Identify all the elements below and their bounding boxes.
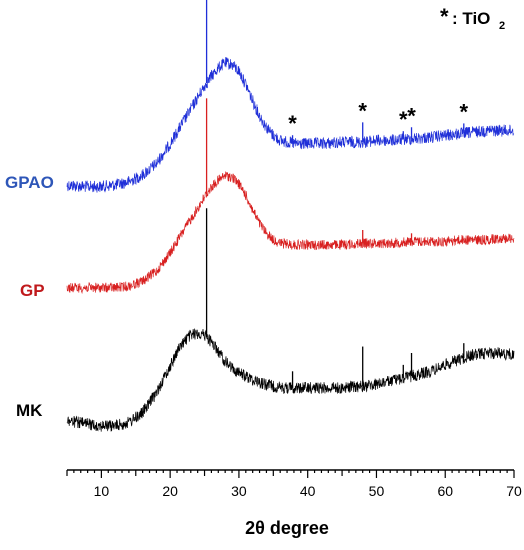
x-axis-title: 2θ degree (245, 518, 329, 538)
series-line-gp (66, 171, 515, 295)
legend-text: : TiO (452, 9, 490, 28)
peak-asterisk: * (358, 98, 367, 123)
peak-asterisk: * (407, 103, 416, 128)
x-axis: 10 20 30 40 50 60 70 (66, 469, 522, 499)
x-tick-label: 30 (231, 483, 247, 499)
legend-marker: * (440, 4, 449, 29)
peak-asterisk: * (460, 99, 469, 124)
series-label-gp: GP (20, 281, 45, 300)
x-tick-label: 40 (300, 483, 316, 499)
x-tick-label: 70 (506, 483, 522, 499)
peak-asterisk: * (288, 111, 297, 136)
x-tick-label: 60 (437, 483, 453, 499)
x-tick-label: 50 (369, 483, 385, 499)
series-line-mk (66, 328, 515, 432)
series-label-gpao: GPAO (5, 173, 54, 192)
series-label-mk: MK (16, 401, 43, 420)
peak-asterisk: * (399, 107, 408, 132)
series-line-gpao (66, 57, 515, 193)
x-tick-label: 10 (94, 483, 110, 499)
legend: * : TiO 2 (440, 4, 505, 32)
legend-subscript: 2 (499, 20, 505, 32)
x-tick-label: 20 (162, 483, 178, 499)
plot-area (66, 0, 515, 432)
series-labels: GPAO GP MK (5, 173, 54, 420)
peak-annotations: ****** (288, 98, 469, 136)
